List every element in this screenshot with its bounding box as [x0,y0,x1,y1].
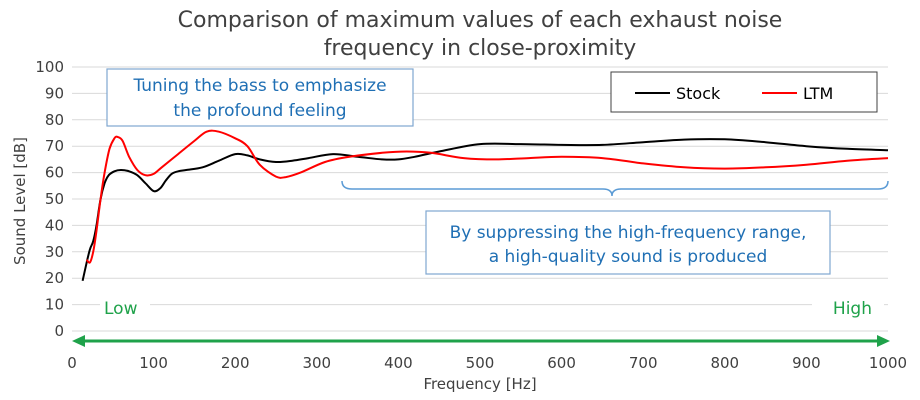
frequency-range-arrow [72,335,890,347]
x-tick-400: 400 [384,354,413,372]
high-note-line-1: By suppressing the high-frequency range, [450,223,807,243]
x-tick-800: 800 [710,354,739,372]
low-label-bg [100,296,150,318]
series [81,129,889,282]
y-tick-100: 100 [35,58,64,76]
y-axis-label: Sound Level [dB] [11,137,29,265]
x-tick-600: 600 [547,354,576,372]
y-tick-80: 80 [45,111,64,129]
legend-label-ltm: LTM [803,84,833,103]
y-tick-90: 90 [45,84,64,102]
bass-note-box [106,68,414,127]
y-tick-10: 10 [45,296,64,314]
bass-note-line-1: Tuning the bass to emphasize [132,76,386,96]
high-note-box [425,210,831,275]
series-line-ltm [85,129,889,264]
y-tick-40: 40 [45,216,64,234]
x-tick-900: 900 [792,354,821,372]
x-axis-label: Frequency [Hz] [423,375,536,393]
high-label-bg [812,296,884,318]
chart-title-line-1: Comparison of maximum values of each exh… [178,8,783,33]
x-tick-0: 0 [67,354,77,372]
x-tick-labels: 0 100 200 300 400 500 600 700 800 900 1000 [67,354,907,372]
high-label: High [833,299,872,319]
y-tick-50: 50 [45,190,64,208]
y-tick-20: 20 [45,269,64,287]
x-tick-200: 200 [221,354,250,372]
x-tick-500: 500 [466,354,495,372]
high-frequency-brace [341,180,889,197]
y-tick-60: 60 [45,164,64,182]
x-tick-300: 300 [302,354,331,372]
x-tick-1000: 1000 [869,354,907,372]
legend-label-stock: Stock [676,84,721,103]
high-note-line-2: a high-quality sound is produced [489,247,768,267]
x-tick-700: 700 [629,354,658,372]
y-tick-30: 30 [45,243,64,261]
chart-title-line-2: frequency in close-proximity [324,36,637,61]
low-label: Low [104,299,138,319]
bass-note-line-2: the profound feeling [173,101,346,121]
x-tick-100: 100 [139,354,168,372]
range-arrow-right-head [877,335,890,347]
series-line-stock [81,138,889,282]
y-tick-labels: 0 10 20 30 40 50 60 70 80 90 100 [35,58,64,340]
range-arrow-left-head [72,335,85,347]
y-tick-70: 70 [45,137,64,155]
y-tick-0: 0 [54,322,64,340]
